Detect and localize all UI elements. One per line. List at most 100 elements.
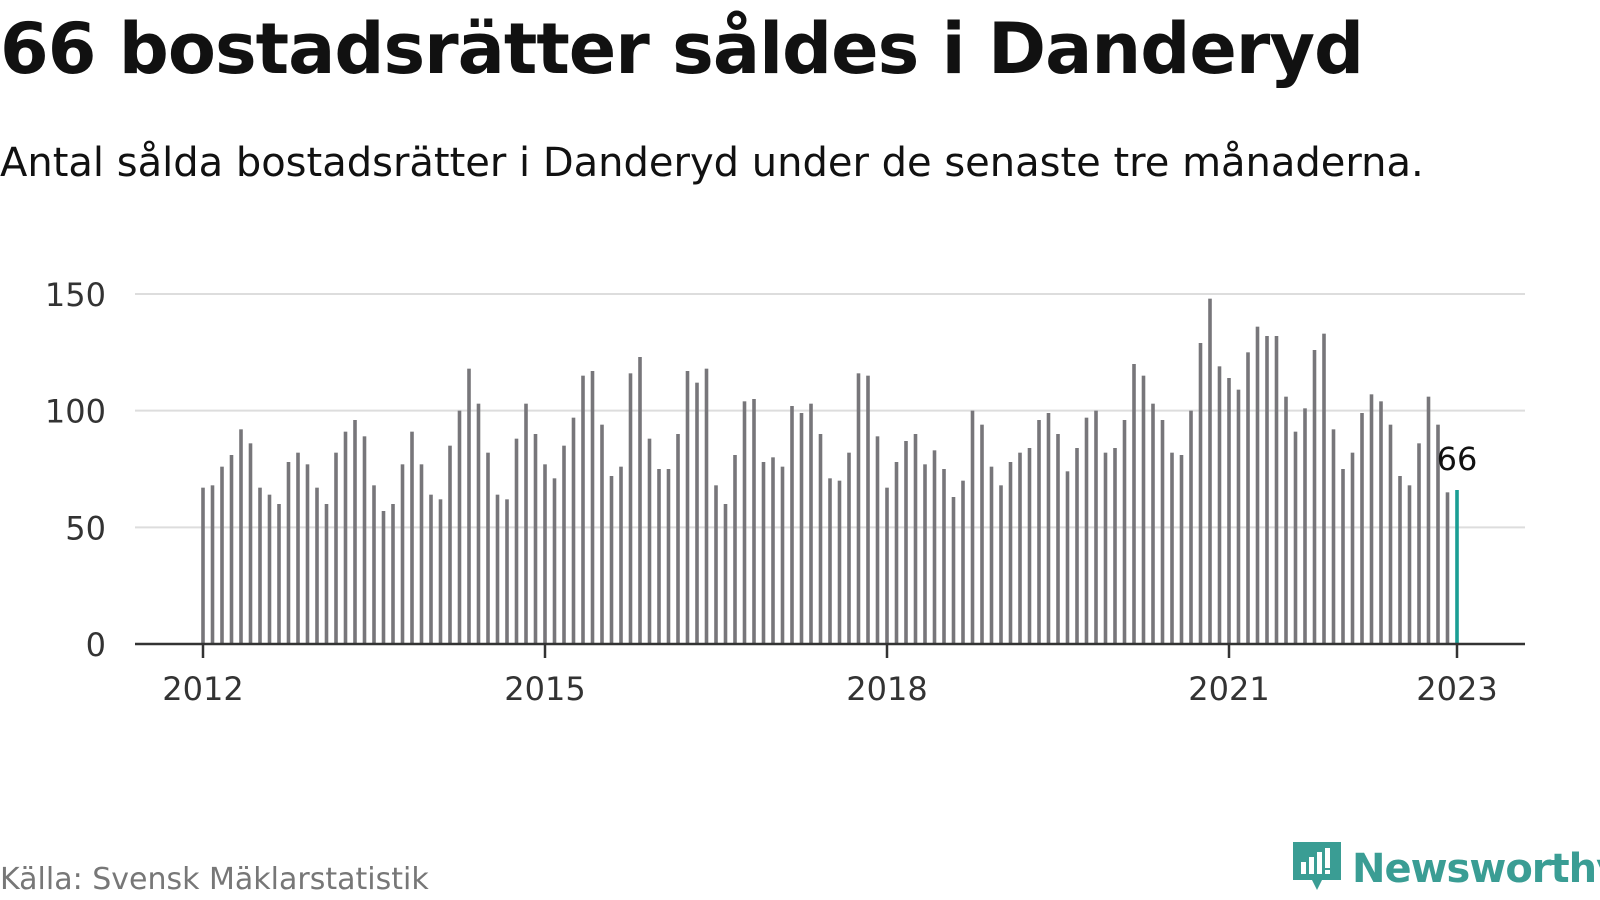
bar [761, 462, 766, 644]
bar [1407, 485, 1412, 644]
bar [562, 445, 566, 644]
bar [486, 452, 490, 644]
bar [723, 504, 728, 644]
bar [780, 466, 785, 644]
bar [875, 436, 880, 644]
bar [619, 466, 623, 644]
bar [1037, 420, 1041, 644]
bar [1046, 413, 1051, 644]
bar [885, 487, 889, 644]
bar [809, 403, 813, 644]
bar [353, 420, 357, 644]
y-tick-label: 150 [45, 276, 106, 314]
bar [1379, 401, 1383, 644]
bar [1388, 424, 1393, 644]
bar [989, 466, 994, 644]
bar [1208, 298, 1212, 644]
bar [856, 373, 861, 644]
bar [1350, 452, 1355, 644]
bar [666, 469, 671, 644]
bar [267, 494, 272, 644]
bar [305, 464, 310, 644]
bar [609, 476, 614, 644]
bar [1312, 350, 1317, 644]
bar [391, 504, 395, 644]
bar [1018, 452, 1022, 644]
bar [1027, 448, 1032, 644]
x-tick-label: 2015 [504, 670, 585, 708]
bar [685, 371, 690, 644]
bar [1065, 471, 1070, 644]
bar [828, 478, 832, 644]
x-tick-label: 2023 [1416, 670, 1497, 708]
bar [1398, 476, 1402, 644]
bar [1170, 452, 1174, 644]
bar [1198, 343, 1203, 644]
bar [628, 373, 633, 644]
bar [239, 429, 243, 644]
bar [296, 452, 300, 644]
bar [923, 464, 927, 644]
bar [1160, 420, 1165, 644]
bar [676, 434, 680, 644]
bar [1189, 410, 1193, 644]
bar [438, 499, 443, 644]
bar [790, 406, 794, 644]
bar [372, 485, 376, 644]
bar [210, 485, 215, 644]
bar [571, 417, 576, 644]
bar [362, 436, 367, 644]
bar [201, 487, 205, 644]
bar [1179, 455, 1184, 644]
bar [1103, 452, 1108, 644]
bar [1265, 336, 1269, 644]
bar [229, 455, 234, 644]
bar [818, 434, 823, 644]
bar [970, 410, 975, 644]
bar [467, 368, 471, 644]
bar [771, 457, 775, 644]
bar [1236, 389, 1241, 644]
bar [1151, 403, 1155, 644]
bar [400, 464, 405, 644]
bar [410, 431, 414, 644]
bar [1369, 394, 1374, 644]
chart-title: 66 bostadsrätter såldes i Danderyd [0, 8, 1364, 90]
bar [847, 452, 851, 644]
bar [1255, 326, 1260, 644]
bar [980, 424, 984, 644]
bar [1331, 429, 1336, 644]
bar [1417, 443, 1421, 644]
bar [752, 399, 756, 644]
bar [315, 487, 319, 644]
x-tick-label: 2021 [1188, 670, 1269, 708]
bar [1246, 352, 1250, 644]
bar [277, 504, 281, 644]
bar [961, 480, 965, 644]
bar [951, 497, 956, 644]
x-tick-label: 2018 [846, 670, 927, 708]
bar [258, 487, 262, 644]
bar [1075, 448, 1079, 644]
bar [913, 434, 918, 644]
bar [647, 438, 652, 644]
bar [524, 403, 528, 644]
bar [894, 462, 899, 644]
bar [1132, 364, 1136, 644]
bar [1284, 396, 1288, 644]
latest-value-label: 66 [1437, 440, 1478, 478]
bar [600, 424, 604, 644]
bar [543, 464, 547, 644]
bar [343, 431, 348, 644]
bar [1008, 462, 1013, 644]
bar [1113, 448, 1117, 644]
bar [942, 469, 946, 644]
bar-chart: 66 0 50 100 150 2012 2015 2018 2021 2023 [45, 276, 1525, 708]
bar [1274, 336, 1279, 644]
bar [286, 462, 291, 644]
bar [248, 443, 253, 644]
bar [932, 450, 937, 644]
source-note: Källa: Svensk Mäklarstatistik [0, 862, 429, 897]
bar [514, 438, 519, 644]
bar [657, 469, 661, 644]
